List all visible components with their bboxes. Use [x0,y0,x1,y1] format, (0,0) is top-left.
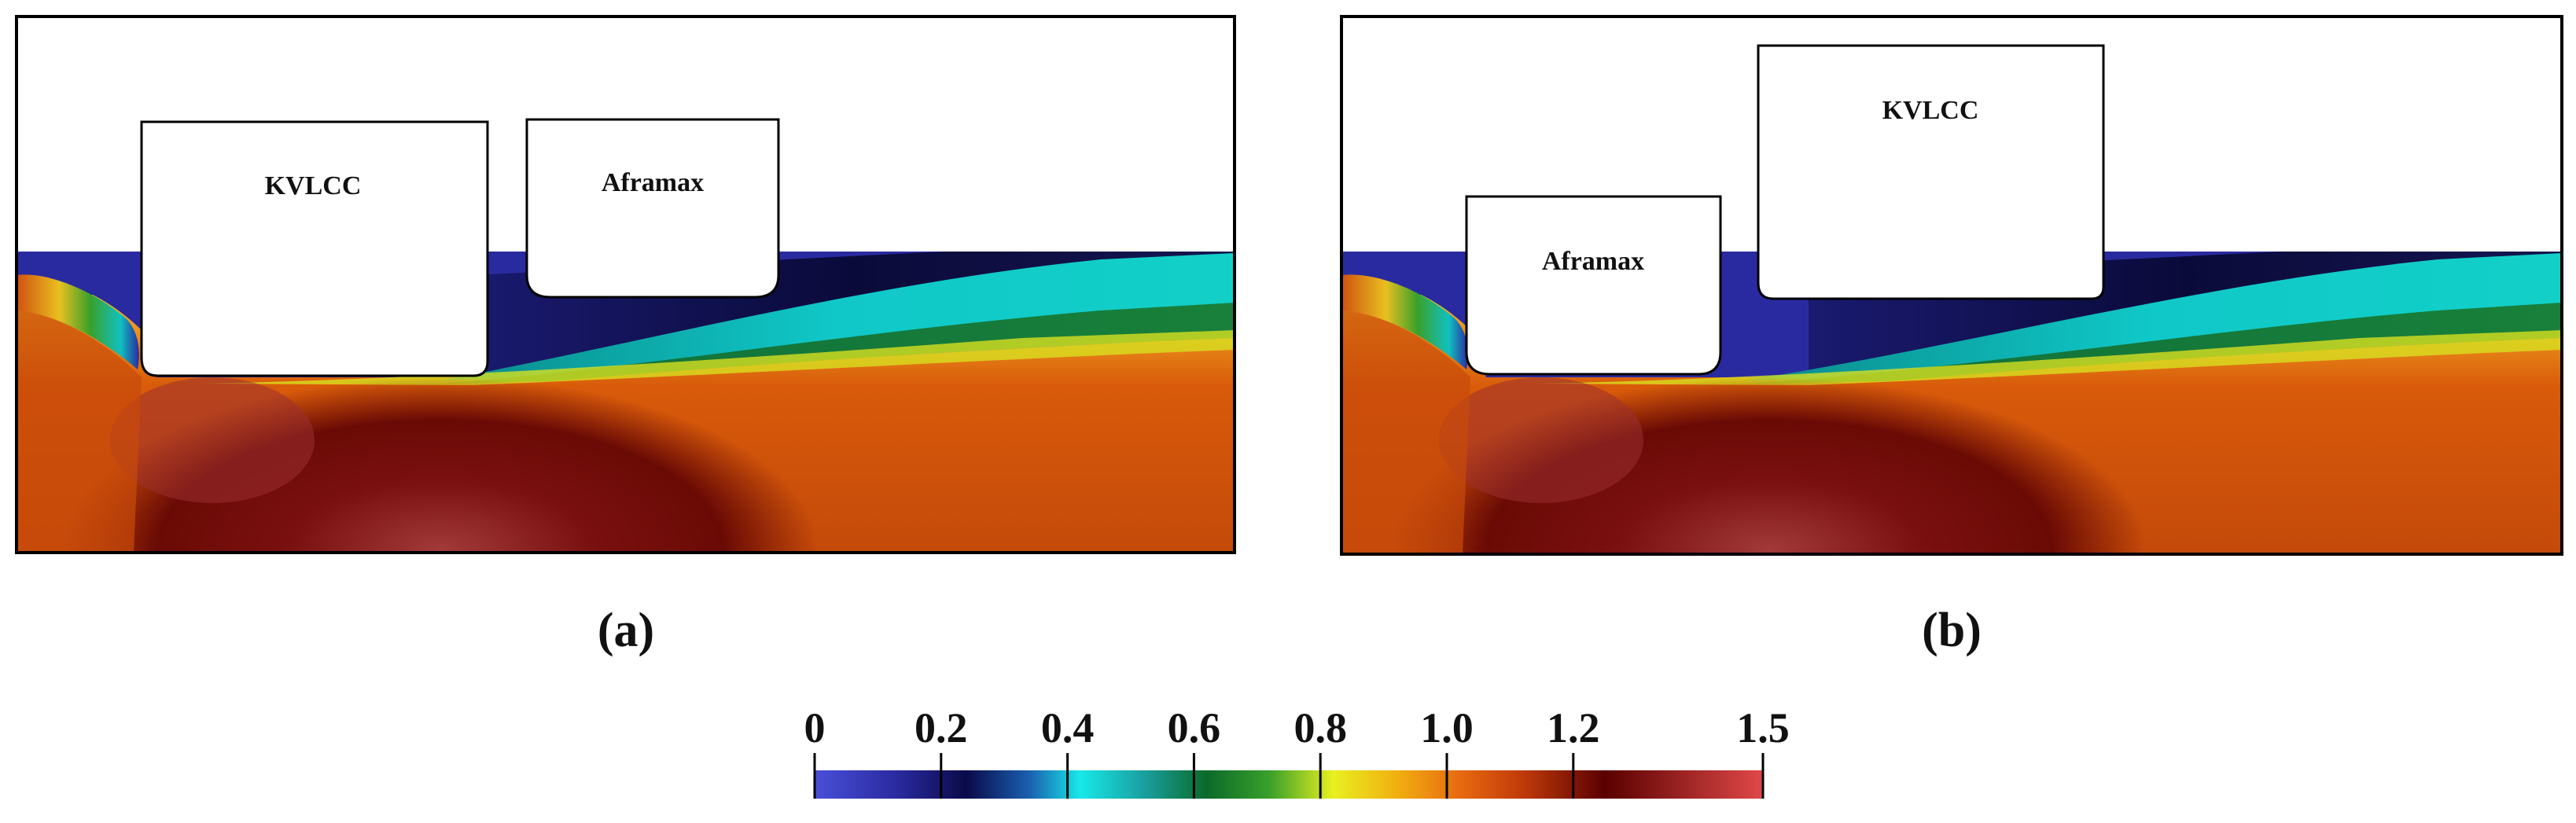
colorbar-tick-label: 1.2 [1547,704,1600,751]
panel-caption-a: (a) [598,604,654,657]
colorbar-bar [815,770,1763,799]
panel-b: Aframax KVLCC [1340,15,2563,556]
ship-hull-kvlcc [1757,44,2105,300]
panel-caption-b: (b) [1922,604,1982,657]
ship-label: Aframax [1542,247,1644,276]
ship-label: KVLCC [1882,96,1979,125]
colorbar-tick-label: 0 [804,704,826,751]
colorbar: 0 0.2 0.4 0.6 0.8 1.0 1.2 1.5 [804,704,1790,799]
colorbar-tick-label: 0.4 [1041,704,1095,751]
ship-hull-aframax [525,118,780,299]
colorbar-tick-label: 1.5 [1736,704,1790,751]
ship-hull-aframax [1465,195,1722,376]
colorbar-tick-label: 1.0 [1420,704,1474,751]
ship-label: KVLCC [265,171,362,200]
colorbar-tick-label: 0.2 [914,704,968,751]
panel-a: KVLCC Aframax [15,15,1236,554]
colorbar-ticks: 0 0.2 0.4 0.6 0.8 1.0 1.2 1.5 [804,704,1790,799]
colorbar-tick-label: 0.8 [1294,704,1347,751]
colorbar-tick-label: 0.6 [1168,704,1221,751]
ship-hull-kvlcc [140,120,489,377]
ship-label: Aframax [602,168,704,197]
